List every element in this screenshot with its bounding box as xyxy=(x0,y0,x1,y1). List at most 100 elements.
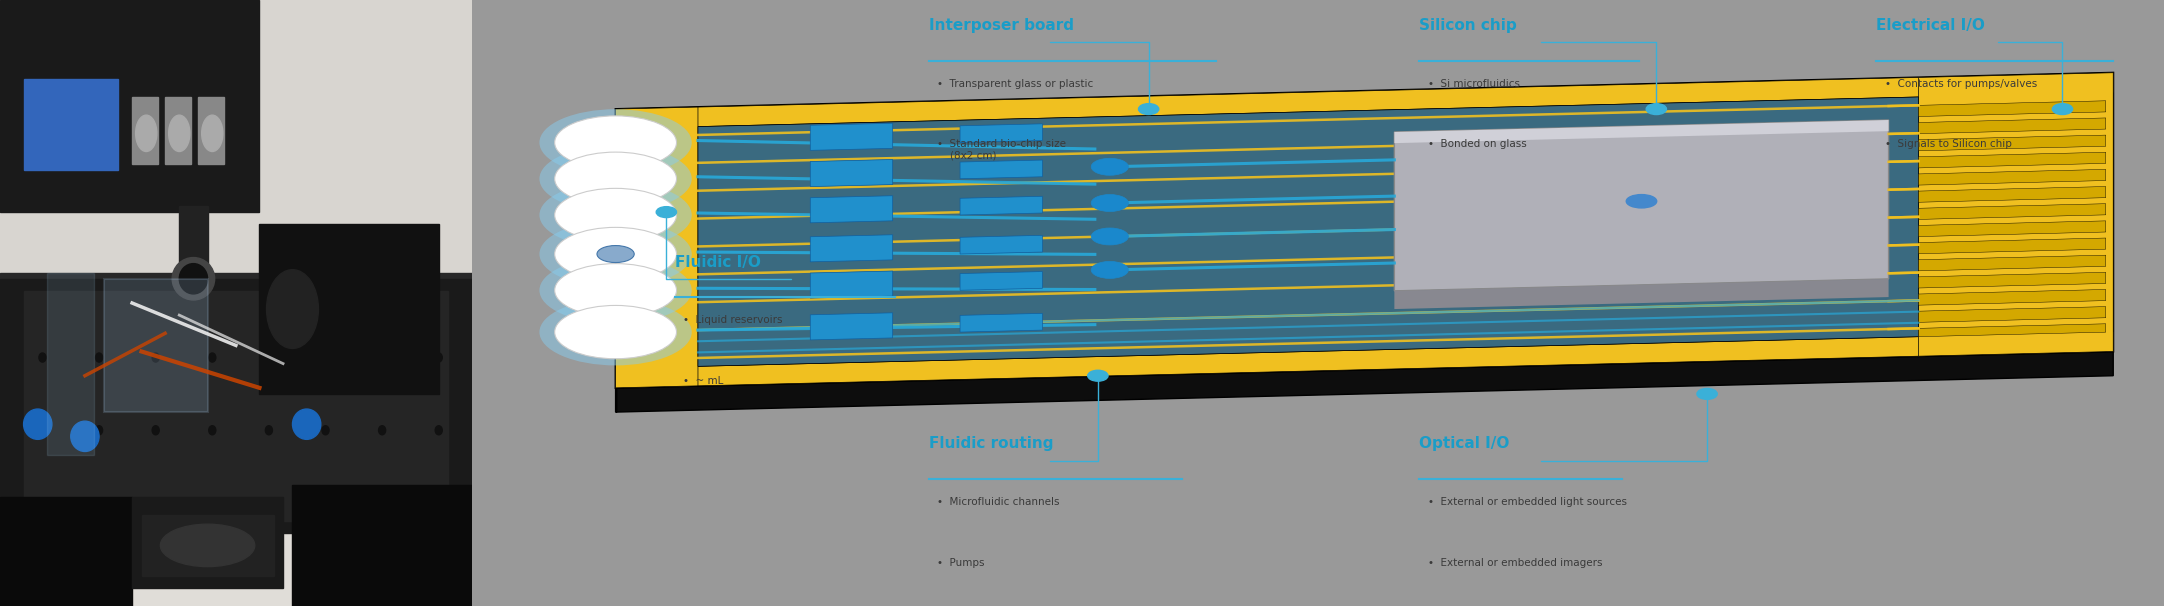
Ellipse shape xyxy=(95,425,102,435)
Bar xyxy=(141,515,273,576)
Text: •  Microfluidic channels: • Microfluidic channels xyxy=(937,497,1060,507)
Ellipse shape xyxy=(322,353,329,362)
Ellipse shape xyxy=(151,425,160,435)
Ellipse shape xyxy=(39,498,45,508)
Polygon shape xyxy=(1919,152,2106,168)
Text: •  Transparent glass or plastic: • Transparent glass or plastic xyxy=(937,79,1093,89)
Ellipse shape xyxy=(266,498,273,508)
Bar xyxy=(132,97,158,164)
Ellipse shape xyxy=(539,109,692,176)
Polygon shape xyxy=(1919,118,2106,134)
Ellipse shape xyxy=(180,264,208,294)
Ellipse shape xyxy=(208,425,216,435)
Ellipse shape xyxy=(322,425,329,435)
Ellipse shape xyxy=(1091,158,1127,175)
Polygon shape xyxy=(1919,204,2106,219)
Ellipse shape xyxy=(95,498,102,508)
Ellipse shape xyxy=(322,498,329,508)
Ellipse shape xyxy=(539,257,692,324)
Polygon shape xyxy=(615,73,2114,388)
Polygon shape xyxy=(1919,221,2106,236)
Ellipse shape xyxy=(597,245,634,262)
Ellipse shape xyxy=(24,409,52,439)
Ellipse shape xyxy=(435,498,441,508)
Bar xyxy=(0,527,472,606)
Text: Fluidic I/O: Fluidic I/O xyxy=(675,255,762,270)
Polygon shape xyxy=(809,313,894,340)
Ellipse shape xyxy=(554,152,677,205)
Polygon shape xyxy=(1919,170,2106,185)
Polygon shape xyxy=(1919,187,2106,202)
Ellipse shape xyxy=(266,353,273,362)
Ellipse shape xyxy=(169,115,190,152)
Polygon shape xyxy=(615,73,2114,128)
Polygon shape xyxy=(699,97,1919,366)
Ellipse shape xyxy=(554,305,677,359)
Text: Interposer board: Interposer board xyxy=(928,18,1073,33)
Polygon shape xyxy=(1919,238,2106,254)
Polygon shape xyxy=(615,351,2114,412)
Ellipse shape xyxy=(1138,104,1158,115)
Ellipse shape xyxy=(39,425,45,435)
Ellipse shape xyxy=(379,353,385,362)
Bar xyxy=(104,279,208,412)
Ellipse shape xyxy=(95,353,102,362)
Ellipse shape xyxy=(1088,370,1108,381)
Bar xyxy=(199,97,225,164)
Text: Silicon chip: Silicon chip xyxy=(1420,18,1517,33)
Polygon shape xyxy=(1394,120,1889,143)
Bar xyxy=(48,273,95,454)
Bar xyxy=(0,273,472,545)
Polygon shape xyxy=(1919,307,2106,322)
Bar xyxy=(0,0,472,333)
Text: •  External or embedded light sources: • External or embedded light sources xyxy=(1428,497,1627,507)
Polygon shape xyxy=(1919,101,2106,116)
Ellipse shape xyxy=(539,221,692,287)
Ellipse shape xyxy=(554,264,677,317)
Polygon shape xyxy=(809,123,894,150)
Ellipse shape xyxy=(208,353,216,362)
Ellipse shape xyxy=(554,188,677,242)
Ellipse shape xyxy=(1091,261,1127,278)
Ellipse shape xyxy=(39,353,45,362)
Text: Electrical I/O: Electrical I/O xyxy=(1876,18,1984,33)
Ellipse shape xyxy=(554,116,677,169)
Ellipse shape xyxy=(379,498,385,508)
Bar xyxy=(0,497,132,606)
Text: •  Bonded on glass: • Bonded on glass xyxy=(1428,139,1526,150)
Ellipse shape xyxy=(266,270,318,348)
Ellipse shape xyxy=(1697,388,1718,399)
Ellipse shape xyxy=(1091,228,1127,245)
Text: •  Signals to Silicon chip: • Signals to Silicon chip xyxy=(1885,139,2013,150)
Polygon shape xyxy=(1919,290,2106,305)
Ellipse shape xyxy=(554,227,677,281)
Text: •  ~ mL: • ~ mL xyxy=(684,376,723,386)
Polygon shape xyxy=(961,160,1043,179)
Ellipse shape xyxy=(151,353,160,362)
Polygon shape xyxy=(615,107,699,388)
Polygon shape xyxy=(809,235,894,262)
Polygon shape xyxy=(1394,279,1889,309)
Text: •  External or embedded imagers: • External or embedded imagers xyxy=(1428,558,1601,568)
Text: •  Si microfluidics: • Si microfluidics xyxy=(1428,79,1519,89)
Bar xyxy=(0,0,260,212)
Ellipse shape xyxy=(2051,104,2073,115)
Bar xyxy=(132,497,283,588)
Text: Fluidic routing: Fluidic routing xyxy=(928,436,1054,451)
Text: Optical I/O: Optical I/O xyxy=(1420,436,1510,451)
Polygon shape xyxy=(1919,255,2106,271)
Ellipse shape xyxy=(266,425,273,435)
Polygon shape xyxy=(809,271,894,298)
Text: •  Liquid reservoirs: • Liquid reservoirs xyxy=(684,315,783,325)
Bar xyxy=(260,224,439,394)
Bar xyxy=(0,279,472,533)
Ellipse shape xyxy=(136,115,156,152)
Ellipse shape xyxy=(539,299,692,365)
Ellipse shape xyxy=(151,498,160,508)
Polygon shape xyxy=(961,196,1043,215)
Polygon shape xyxy=(961,235,1043,254)
Ellipse shape xyxy=(539,145,692,212)
Bar xyxy=(292,485,472,606)
Polygon shape xyxy=(1394,120,1889,291)
Ellipse shape xyxy=(379,425,385,435)
